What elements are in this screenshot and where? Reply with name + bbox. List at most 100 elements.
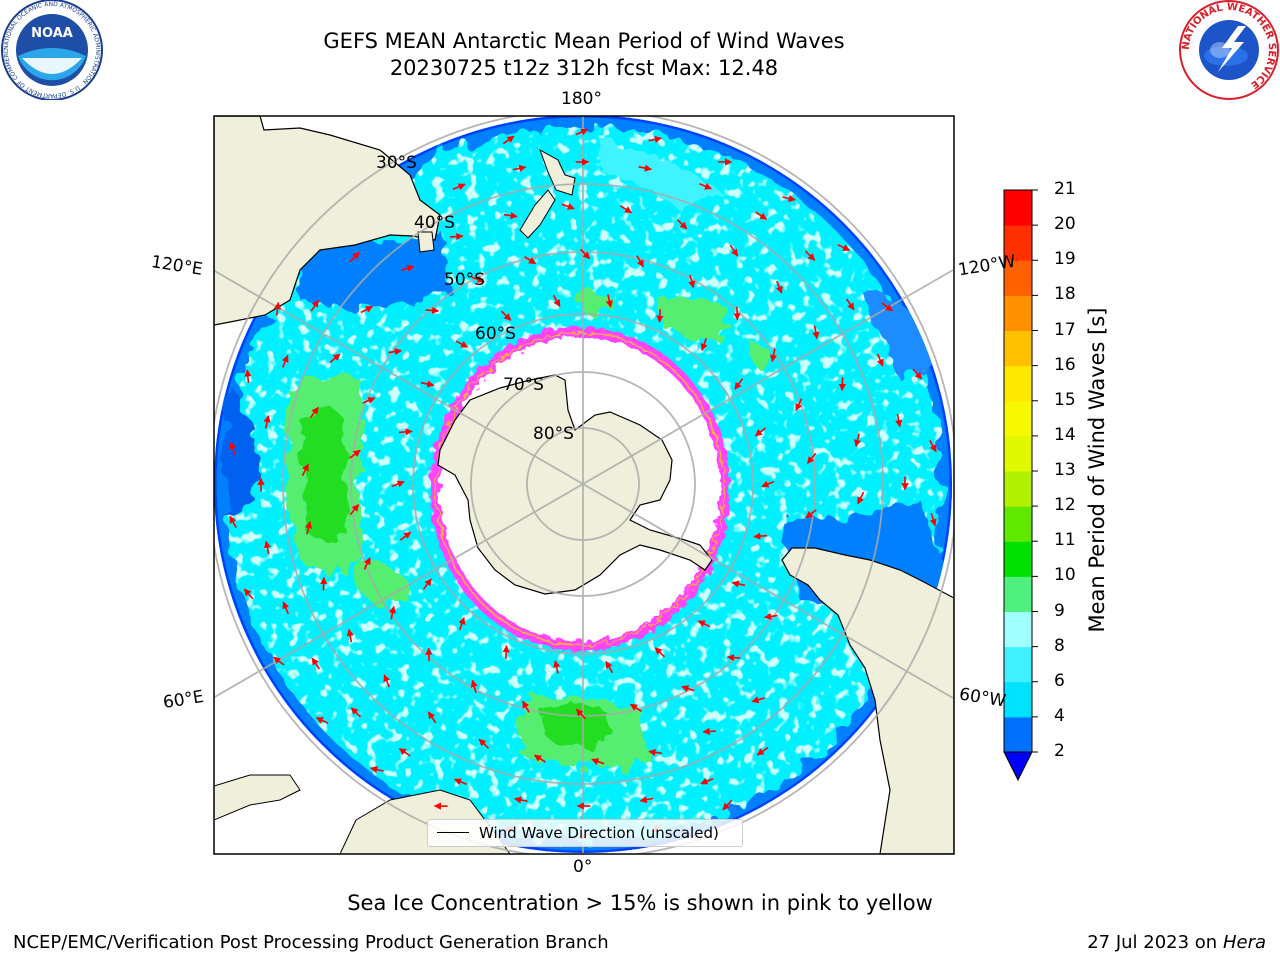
wind-wave-arrow: [500, 310, 512, 321]
colorbar-extend: [1003, 751, 1033, 782]
colorbar-bin: [1004, 330, 1032, 367]
colorbar-tick-label: 14: [1054, 424, 1076, 445]
wind-wave-arrow: [722, 799, 733, 811]
run-date-text: 27 Jul 2023 on: [1087, 932, 1223, 953]
wind-wave-arrow: [346, 628, 354, 643]
wind-wave-arrow: [349, 251, 360, 263]
wind-wave-arrow: [751, 696, 765, 704]
colorbar-tick-label: 16: [1054, 354, 1076, 375]
wind-wave-arrow: [731, 580, 746, 588]
wind-wave-arrow: [513, 796, 528, 804]
wind-wave-arrow: [638, 164, 653, 172]
wind-wave-arrow: [524, 256, 537, 265]
colorbar-tick-label: 8: [1054, 635, 1065, 656]
wind-wave-arrow: [656, 309, 664, 323]
wind-wave-arrow: [229, 515, 237, 529]
wind-wave-arrow: [305, 521, 312, 535]
wind-wave-arrow: [427, 711, 437, 724]
wind-wave-arrow: [478, 738, 490, 749]
wind-wave-arrow: [388, 348, 403, 356]
wind-wave-arrow: [449, 232, 464, 241]
wind-wave-arrow: [812, 325, 820, 340]
wind-wave-arrow: [350, 707, 362, 718]
wind-wave-arrow: [754, 427, 767, 437]
wind-wave-arrow: [702, 727, 717, 736]
wind-wave-arrow: [775, 280, 783, 294]
wind-wave-arrow: [455, 340, 469, 348]
wind-wave-arrow: [700, 777, 714, 785]
lat-label-30s: 30°S: [376, 153, 417, 173]
antarctica: [437, 374, 713, 595]
run-date: 27 Jul 2023 on Hera: [1087, 932, 1266, 953]
colorbar-tick-label: 6: [1054, 670, 1065, 691]
wind-wave-arrow: [605, 660, 614, 674]
wind-wave-arrow: [320, 576, 328, 591]
wind-wave-arrow: [676, 219, 688, 230]
noaa-logo: NATIONAL OCEANIC AND ATMOSPHERIC ADMINIS…: [0, 0, 103, 100]
new-zealand-south: [519, 189, 556, 239]
wind-wave-arrow: [681, 685, 695, 693]
wind-wave-arrow: [806, 452, 817, 464]
wind-wave-arrow: [363, 557, 371, 570]
map-frame: [213, 115, 955, 855]
wind-wave-arrow: [309, 406, 319, 419]
colorbar-tick-label: 20: [1054, 214, 1076, 235]
wind-wave-arrow: [804, 250, 816, 261]
wind-wave-arrow: [756, 746, 769, 756]
wind-wave-arrow: [857, 491, 865, 505]
wind-wave-arrow: [471, 275, 485, 283]
wind-wave-arrow: [398, 428, 413, 436]
wind-wave-arrow: [362, 397, 376, 404]
wind-wave-arrow: [315, 716, 329, 724]
colorbar-bin: [1004, 400, 1032, 437]
colorbar-tick-label: 11: [1054, 530, 1076, 551]
wind-wave-arrow: [688, 274, 696, 289]
wind-wave-arrow: [420, 380, 435, 388]
wind-wave-arrow: [329, 353, 341, 364]
wind-wave-arrow: [458, 617, 466, 631]
wind-wave-arrow: [895, 413, 903, 428]
credit-text: NCEP/EMC/Verification Post Processing Pr…: [13, 932, 609, 953]
wind-wave-arrow: [391, 480, 405, 488]
wind-wave-arrow: [522, 700, 530, 713]
lat-label-60s: 60°S: [475, 324, 516, 344]
legend-label: Wind Wave Direction (unscaled): [479, 824, 719, 842]
wind-wave-arrow: [881, 302, 893, 312]
colorbar-label: Mean Period of Wind Waves [s]: [1085, 307, 1109, 633]
wind-wave-arrow: [876, 353, 884, 367]
wind-wave-arrow: [388, 605, 397, 620]
wind-wave-arrow: [310, 299, 320, 312]
wind-wave-arrow: [929, 439, 937, 453]
wind-wave-arrow: [845, 298, 855, 311]
africa: [214, 774, 301, 821]
wind-wave-arrow: [654, 647, 666, 658]
colorbar-tick-label: 9: [1054, 600, 1065, 621]
wind-wave-arrow: [729, 244, 739, 257]
wind-wave-arrow: [401, 264, 415, 272]
wind-wave-arrow: [648, 135, 663, 143]
wind-wave-arrow: [229, 441, 237, 455]
colorbar-bin: [1004, 611, 1032, 648]
lon-label-180: 180°: [561, 89, 602, 109]
wind-wave-arrow: [383, 674, 391, 688]
wind-wave-arrow: [311, 657, 321, 670]
wind-wave-arrow: [854, 433, 861, 447]
lat-label-70s: 70°S: [503, 375, 544, 395]
wind-wave-arrow: [699, 182, 713, 190]
colorbar: [1003, 189, 1038, 782]
wind-wave-arrow: [734, 378, 744, 390]
wind-wave-arrow: [244, 369, 252, 383]
wind-wave-arrow: [605, 294, 613, 308]
wind-wave-arrow: [512, 164, 527, 172]
wind-wave-arrow: [301, 463, 309, 477]
wind-wave-arrow: [805, 509, 817, 519]
wind-wave-arrow: [782, 194, 796, 202]
colorbar-tick-label: 17: [1054, 319, 1076, 340]
colorbar-tick-label: 12: [1054, 495, 1076, 516]
wind-wave-arrow: [838, 377, 846, 392]
wind-wave-arrows: [229, 128, 937, 840]
wind-wave-arrow: [769, 348, 778, 363]
colorbar-bin: [1004, 225, 1032, 261]
wind-wave-arrow: [580, 248, 591, 260]
